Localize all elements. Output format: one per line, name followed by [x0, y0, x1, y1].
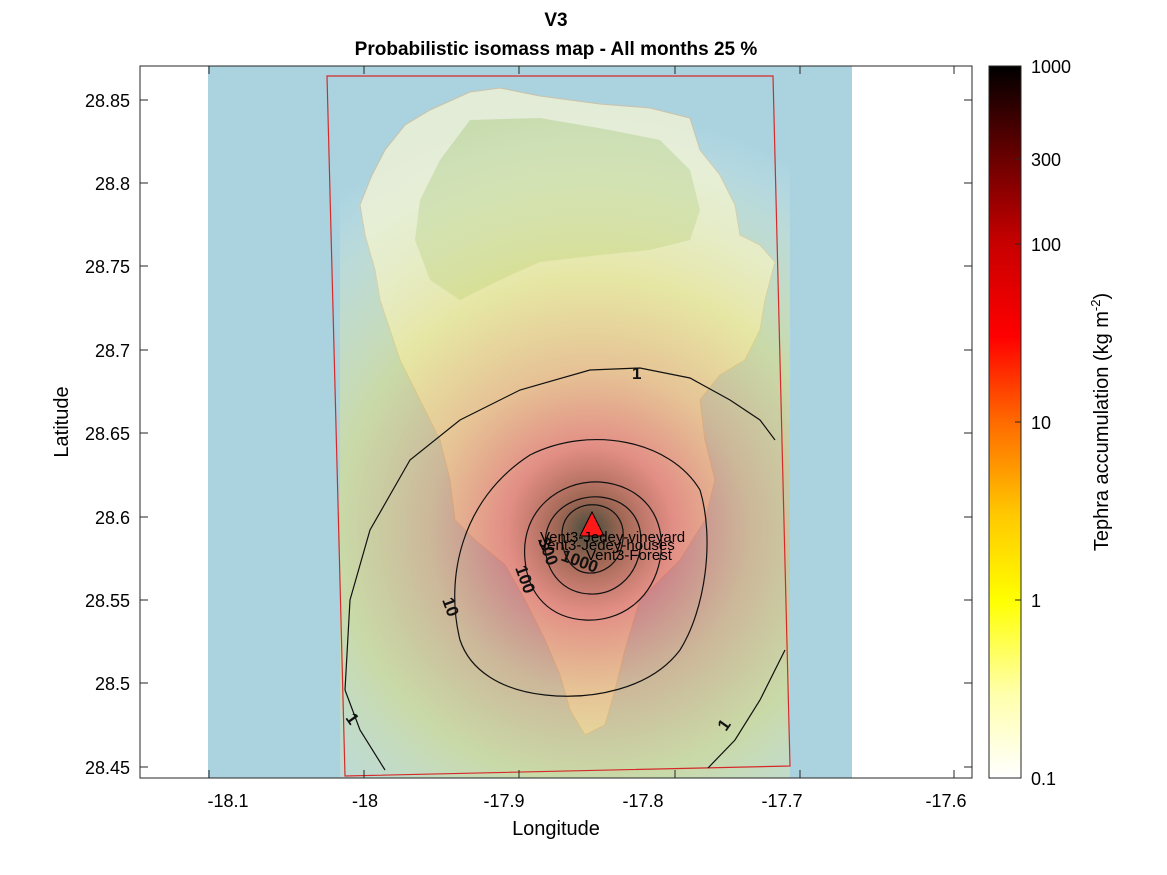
y-tick-label: 28.55	[85, 591, 130, 611]
y-tick-label: 28.85	[85, 91, 130, 111]
contour-1000	[561, 504, 624, 574]
site-label-jedey-houses: Vent3-Jedey-houses	[538, 537, 675, 554]
figure-title: V3	[544, 10, 567, 31]
site-label-jedey-vineyard: Vent3-Jedey-vineyard	[540, 529, 685, 546]
colorbar-tick-label: 1	[1031, 591, 1041, 611]
y-tick-label: 28.45	[85, 758, 130, 778]
contour-10	[454, 439, 708, 697]
x-axis: -18.1 -18 -17.9 -17.8 -17.7 -17.6	[207, 66, 967, 811]
contour-1-east-tail	[707, 649, 786, 769]
y-axis-label: Latitude	[51, 386, 73, 457]
contour-1-north	[344, 367, 776, 691]
y-tick-label: 28.6	[95, 508, 130, 528]
colorbar-tick-label: 10	[1031, 413, 1051, 433]
site-label-forest: Vent3-Forest	[586, 547, 673, 564]
colorbar: 0.1 1 10 100 300 1000 Tephra accumulatio…	[988, 57, 1113, 789]
y-tick-label: 28.75	[85, 257, 130, 277]
map-layer	[208, 66, 852, 778]
y-tick-label: 28.5	[95, 674, 130, 694]
colorbar-tick-label: 100	[1031, 235, 1061, 255]
colorbar-label-main: Tephra accumulation (kg m	[1091, 311, 1113, 551]
colorbar-label: Tephra accumulation (kg m-2)	[1088, 293, 1113, 551]
tephra-probability-overlay	[340, 66, 790, 778]
vent-marker	[579, 510, 605, 537]
y-tick-label: 28.7	[95, 341, 130, 361]
y-tick-label: 28.65	[85, 424, 130, 444]
x-tick-label: -17.8	[622, 791, 663, 811]
x-tick-label: -18.1	[207, 791, 248, 811]
colorbar-tick-label: 300	[1031, 150, 1061, 170]
colorbar-label-end: )	[1091, 293, 1113, 300]
contour-1-west-tail	[344, 689, 386, 771]
domain-border	[326, 75, 791, 777]
colorbar-tick-label: 1000	[1031, 57, 1071, 77]
y-tick-label: 28.8	[95, 174, 130, 194]
y-axis: 28.45 28.5 28.55 28.6 28.65 28.7 28.75 2…	[85, 91, 972, 778]
figure-subtitle: Probabilistic isomass map - All months 2…	[355, 39, 758, 60]
colorbar-tick-label: 0.1	[1031, 769, 1056, 789]
colorbar-label-sup: -2	[1088, 300, 1103, 312]
x-tick-label: -17.9	[483, 791, 524, 811]
contour-label-1-north: 1	[632, 364, 641, 383]
x-tick-label: -17.7	[761, 791, 802, 811]
contour-300	[544, 496, 642, 595]
contour-100	[524, 481, 662, 621]
x-tick-label: -17.6	[925, 791, 966, 811]
x-tick-label: -18	[352, 791, 378, 811]
x-axis-label: Longitude	[512, 818, 600, 840]
axes-frame	[139, 65, 973, 779]
